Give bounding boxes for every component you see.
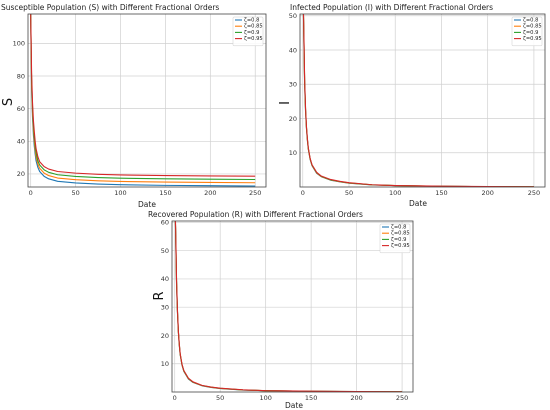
series-line — [302, 14, 534, 187]
x-axis-label: Date — [138, 200, 156, 209]
plot-area: 0 50 100 150 200 2501020304050ζ=0.8ζ=0.85ζ=0.… — [289, 12, 546, 197]
series-line — [30, 14, 256, 177]
chart-title: Susceptible Population (S) with Differen… — [1, 3, 219, 12]
axes-frame — [27, 13, 267, 188]
y-axis-label: R — [152, 291, 167, 300]
x-tick-label: 0 — [29, 189, 33, 197]
x-tick-label: 100 — [114, 189, 126, 197]
panel-infected: Infected Population (I) with Different F… — [278, 3, 546, 208]
x-tick-label: 250 — [249, 189, 261, 197]
x-tick-label: 150 — [305, 394, 317, 402]
legend-label: ζ=0.85 — [523, 24, 542, 30]
plot-area: 0 50 100 150 200 250102030405060ζ=0.8ζ=0.85ζ=… — [161, 219, 414, 402]
x-tick-label: 0 — [173, 394, 177, 402]
x-tick-label: 100 — [259, 394, 271, 402]
legend-label: ζ=0.8 — [244, 18, 259, 24]
legend: ζ=0.8ζ=0.85ζ=0.9ζ=0.95 — [379, 223, 411, 254]
x-tick-label: 200 — [350, 394, 362, 402]
legend-label: ζ=0.9 — [523, 30, 538, 36]
legend-label: ζ=0.95 — [391, 243, 410, 249]
x-tick-label: 150 — [435, 189, 447, 197]
series-line — [174, 221, 403, 392]
chart-title: Recovered Population (R) with Different … — [148, 210, 363, 219]
axes-frame — [171, 220, 414, 393]
y-tick-label: 40 — [17, 138, 25, 146]
y-tick-label: 100 — [13, 40, 25, 48]
y-tick-label: 30 — [161, 304, 169, 312]
y-tick-label: 80 — [17, 72, 25, 80]
legend: ζ=0.8ζ=0.85ζ=0.9ζ=0.95 — [232, 16, 264, 47]
y-tick-label: 20 — [17, 170, 25, 178]
legend-label: ζ=0.85 — [244, 24, 263, 30]
y-axis-label: I — [278, 101, 293, 105]
x-tick-label: 50 — [345, 189, 353, 197]
series-group — [302, 14, 534, 187]
series-group — [30, 14, 256, 187]
x-tick-label: 250 — [528, 189, 540, 197]
legend: ζ=0.8ζ=0.85ζ=0.9ζ=0.95 — [511, 16, 543, 47]
y-tick-label: 20 — [161, 332, 169, 340]
x-tick-label: 250 — [396, 394, 408, 402]
y-tick-label: 10 — [161, 360, 169, 368]
y-tick-label: 20 — [289, 115, 297, 123]
y-tick-label: 40 — [161, 275, 169, 283]
x-tick-label: 50 — [216, 394, 224, 402]
x-tick-label: 100 — [389, 189, 401, 197]
y-axis-label: S — [1, 98, 16, 106]
y-tick-label: 50 — [161, 247, 169, 255]
legend-label: ζ=0.95 — [244, 36, 263, 42]
x-tick-label: 200 — [204, 189, 216, 197]
y-tick-label: 50 — [289, 12, 297, 20]
y-tick-label: 60 — [17, 105, 25, 113]
legend-label: ζ=0.85 — [391, 231, 410, 237]
y-tick-label: 10 — [289, 149, 297, 157]
axes-frame — [299, 13, 546, 188]
x-tick-label: 150 — [159, 189, 171, 197]
y-tick-label: 30 — [289, 81, 297, 89]
legend-label: ζ=0.9 — [244, 30, 259, 36]
x-tick-label: 50 — [71, 189, 79, 197]
series-group — [174, 221, 403, 392]
x-tick-label: 0 — [301, 189, 305, 197]
legend-label: ζ=0.8 — [523, 18, 538, 24]
y-tick-label: 60 — [161, 219, 169, 227]
legend-label: ζ=0.95 — [523, 36, 542, 42]
legend-label: ζ=0.8 — [391, 225, 406, 231]
panel-susceptible: Susceptible Population (S) with Differen… — [1, 3, 267, 209]
panel-recovered: Recovered Population (R) with Different … — [148, 210, 414, 410]
x-axis-label: Date — [285, 401, 303, 410]
chart-title: Infected Population (I) with Different F… — [290, 3, 493, 12]
legend-label: ζ=0.9 — [391, 237, 406, 243]
x-tick-label: 200 — [481, 189, 493, 197]
y-tick-label: 40 — [289, 46, 297, 54]
x-axis-label: Date — [409, 199, 427, 208]
plot-area: 0 50 100 150 200 25020406080100ζ=0.8ζ=0.85ζ=0… — [13, 13, 267, 197]
